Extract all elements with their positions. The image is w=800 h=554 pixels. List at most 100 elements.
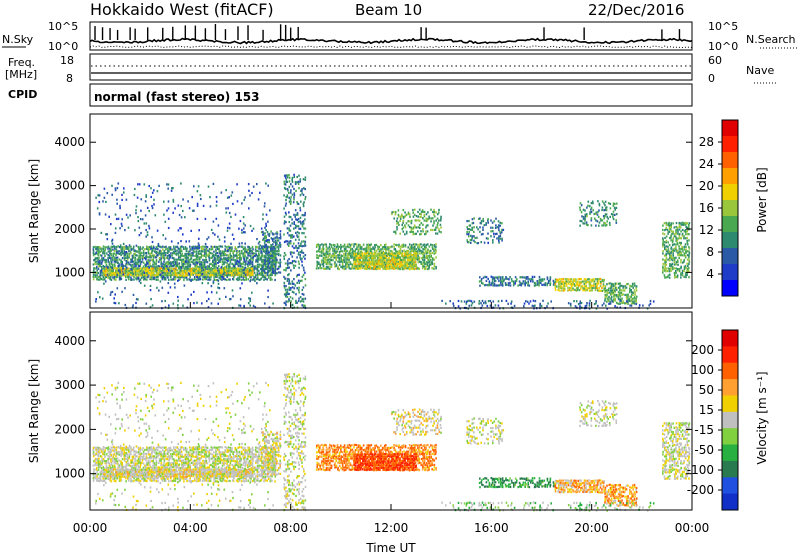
power-echo-cell xyxy=(167,207,170,210)
power-echo-cell xyxy=(165,273,167,276)
power-echo-cell xyxy=(604,296,607,299)
power-echo-cell xyxy=(397,265,399,268)
power-echo-cell xyxy=(320,254,323,257)
power-echo-cell xyxy=(353,262,356,265)
power-echo-cell xyxy=(405,260,407,263)
power-echo-cell xyxy=(150,254,153,257)
power-echo-cell xyxy=(144,265,147,268)
power-echo-cell xyxy=(665,276,667,279)
power-echo-cell xyxy=(422,254,425,257)
power-echo-cell xyxy=(272,243,274,246)
power-echo-cell xyxy=(138,183,141,186)
power-echo-cell xyxy=(289,282,292,285)
power-echo-cell xyxy=(265,235,267,238)
power-echo-cell xyxy=(267,289,269,292)
power-echo-cell xyxy=(249,304,251,307)
power-echo-cell xyxy=(301,223,304,226)
power-echo-cell xyxy=(213,257,216,260)
power-echo-cell xyxy=(100,269,103,272)
power-echo-cell xyxy=(123,191,125,194)
power-echo-cell xyxy=(274,278,276,282)
power-echo-cell xyxy=(95,196,97,199)
power-echo-cell xyxy=(105,252,108,255)
power-echo-cell xyxy=(509,281,511,284)
power-echo-cell xyxy=(127,216,129,219)
power-echo-cell xyxy=(223,240,226,243)
power-echo-cell xyxy=(144,272,146,275)
power-echo-cell xyxy=(664,248,666,251)
power-echo-cell xyxy=(409,220,411,223)
power-echo-cell xyxy=(396,228,398,231)
power-echo-cell xyxy=(379,263,382,266)
power-echo-cell xyxy=(291,185,294,188)
power-echo-cell xyxy=(244,196,246,199)
power-echo-cell xyxy=(272,269,274,272)
power-echo-cell xyxy=(685,267,687,270)
power-echo-cell xyxy=(402,267,404,270)
power-echo-cell xyxy=(158,256,161,260)
power-echo-cell xyxy=(219,276,222,279)
power-echo-cell xyxy=(477,228,479,231)
power-echo-cell xyxy=(189,272,191,275)
power-echo-cell xyxy=(369,265,372,268)
power-echo-cell xyxy=(277,245,280,248)
power-echo-cell xyxy=(124,253,126,256)
power-echo-cell xyxy=(386,248,389,251)
power-echo-cell xyxy=(386,252,389,255)
power-echo-cell xyxy=(96,269,98,272)
power-echo-cell xyxy=(601,289,604,292)
power-echo-cell xyxy=(207,254,209,257)
power-echo-cell xyxy=(565,284,568,287)
power-echo-cell xyxy=(609,285,612,288)
power-echo-cell xyxy=(508,284,510,287)
power-echo-cell xyxy=(413,252,415,255)
power-echo-cell xyxy=(437,213,439,216)
power-echo-cell xyxy=(473,239,475,242)
power-echo-cell xyxy=(327,254,330,257)
power-echo-cell xyxy=(248,267,251,270)
power-echo-cell xyxy=(612,210,615,213)
power-echo-cell xyxy=(190,279,192,282)
cpid-frame xyxy=(89,83,693,107)
power-echo-cell xyxy=(195,272,198,275)
power-echo-cell xyxy=(226,267,228,270)
power-echo-cell xyxy=(210,228,213,231)
power-echo-cell xyxy=(632,284,634,287)
power-echo-cell xyxy=(403,261,406,264)
power-echo-cell xyxy=(191,269,193,272)
power-echo-cell xyxy=(191,209,194,212)
power-echo-cell xyxy=(357,252,359,256)
power-echo-cell xyxy=(141,267,143,270)
power-echo-cell xyxy=(562,284,565,288)
power-echo-cell xyxy=(393,246,395,249)
power-echo-cell xyxy=(150,195,152,199)
power-echo-cell xyxy=(187,260,190,263)
power-echo-cell xyxy=(668,276,671,279)
noise-panel: N.Sky 10^5 10^0 10^5 10^0 N.Search xyxy=(2,20,798,53)
power-echo-cell xyxy=(327,262,329,265)
power-echo-cell xyxy=(595,286,597,289)
power-echo-cell xyxy=(627,300,629,303)
power-echo-cell xyxy=(681,269,684,272)
power-echo-cell xyxy=(261,274,264,277)
power-echo-cell xyxy=(664,236,666,239)
power-echo-cell xyxy=(98,252,100,255)
power-echo-cell xyxy=(497,220,500,223)
power-echo-cell xyxy=(425,265,427,268)
power-echo-cell xyxy=(266,267,268,270)
power-echo-cell xyxy=(402,217,405,220)
power-echo-cell xyxy=(344,254,347,257)
power-echo-cell xyxy=(549,277,552,281)
date-title: 22/Dec/2016 xyxy=(588,1,684,19)
power-echo-cell xyxy=(162,267,165,270)
power-echo-cell xyxy=(150,269,153,272)
power-echo-cell xyxy=(679,250,682,253)
power-echo-cell xyxy=(343,256,345,259)
power-echo-cell xyxy=(258,254,260,257)
power-echo-cell xyxy=(557,289,559,292)
power-echo-cell xyxy=(432,217,434,220)
power-echo-cell xyxy=(180,266,183,269)
power-echo-cell xyxy=(415,250,418,253)
power-echo-cell xyxy=(291,280,294,283)
power-echo-cell xyxy=(148,209,150,213)
